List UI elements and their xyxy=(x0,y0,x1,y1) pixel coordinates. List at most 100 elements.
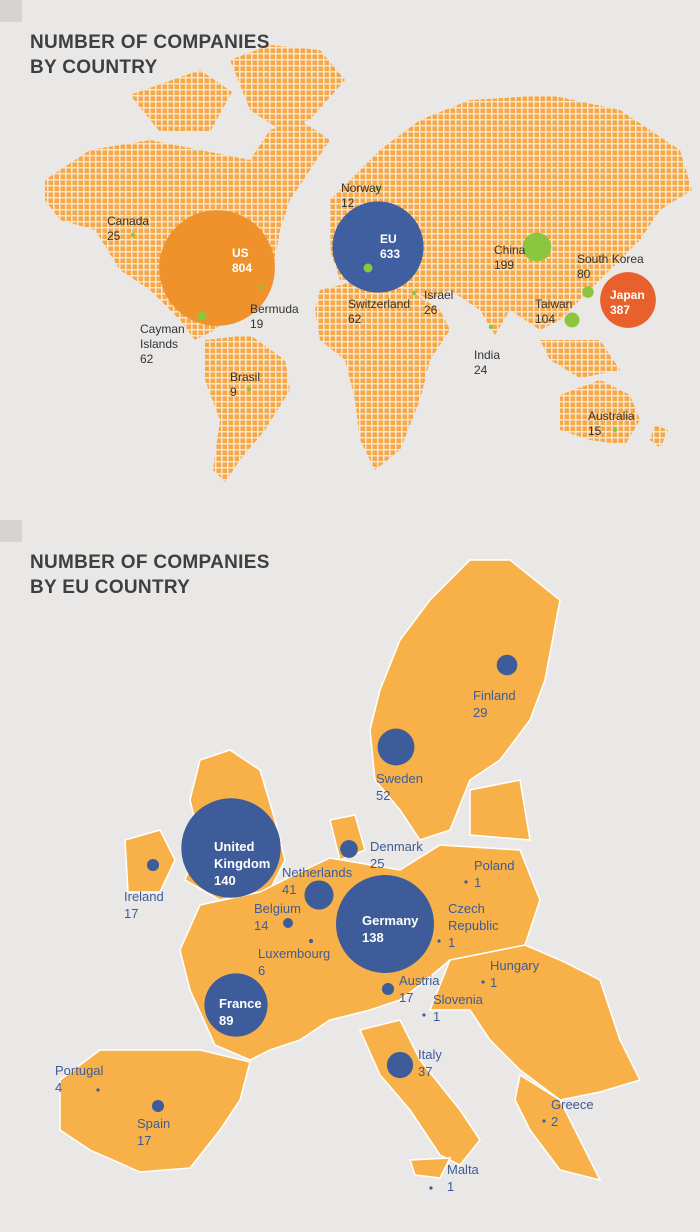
point-name: Ireland xyxy=(124,889,164,904)
point-name: Poland xyxy=(474,858,515,873)
point-name: Norway xyxy=(341,181,382,195)
point-name: Germany xyxy=(362,913,419,928)
point-value: 25 xyxy=(370,856,385,871)
point-label: EU 633 xyxy=(380,232,400,262)
point-value: 17 xyxy=(399,990,414,1005)
point-value: 25 xyxy=(107,229,121,243)
point-value: 17 xyxy=(137,1133,152,1148)
point-value: 1 xyxy=(490,975,498,990)
point-name: Japan xyxy=(610,288,645,302)
point-label: Spain 17 xyxy=(137,1115,170,1149)
bubble xyxy=(496,654,518,676)
point-value: 1 xyxy=(447,1179,455,1194)
point-name: South Korea xyxy=(577,252,644,266)
point-value: 15 xyxy=(588,424,602,438)
point-value: 199 xyxy=(494,258,515,272)
point-value: 138 xyxy=(362,930,384,945)
bubble xyxy=(340,840,358,858)
point-name: Brasil xyxy=(230,370,261,384)
point-value: 14 xyxy=(254,918,269,933)
point-name: Cayman Islands xyxy=(140,322,185,351)
point-label: South Korea 80 xyxy=(577,252,644,282)
point-name: Taiwan xyxy=(535,297,573,311)
point-value: 6 xyxy=(258,963,266,978)
point-name: Netherlands xyxy=(282,865,353,880)
point-name: Switzerland xyxy=(348,297,411,311)
point-name: Luxembourg xyxy=(258,946,331,961)
point-label: Greece 2 xyxy=(551,1096,594,1130)
point-name: Hungary xyxy=(490,958,540,973)
point-value: 29 xyxy=(473,705,488,720)
point-name: Czech Republic xyxy=(448,901,499,933)
point-label: Malta 1 xyxy=(447,1161,479,1195)
bubble xyxy=(363,263,373,273)
title-line: NUMBER OF COMPANIES xyxy=(30,32,270,53)
point-label: Ireland 17 xyxy=(124,888,164,922)
corner-mark xyxy=(0,0,22,22)
point-name: Denmark xyxy=(370,839,423,854)
point-label: Germany 138 xyxy=(362,912,418,946)
point-label: Portugal 4 xyxy=(55,1062,103,1096)
point-label: Taiwan 104 xyxy=(535,297,572,327)
bubble xyxy=(522,232,552,262)
point-value: 633 xyxy=(380,247,401,261)
bubble xyxy=(437,939,441,943)
point-name: United Kingdom xyxy=(214,839,271,871)
bubble xyxy=(146,858,160,872)
point-label: Denmark 25 xyxy=(370,838,423,872)
bubble xyxy=(96,1088,100,1092)
bubble xyxy=(304,880,334,910)
title-line: NUMBER OF COMPANIES xyxy=(30,552,270,573)
point-name: Austria xyxy=(399,973,440,988)
point-name: Greece xyxy=(551,1097,594,1112)
point-value: 41 xyxy=(282,882,297,897)
bubble xyxy=(582,286,594,298)
point-name: Bermuda xyxy=(250,302,299,316)
point-name: Finland xyxy=(473,688,516,703)
point-label: Poland 1 xyxy=(474,857,514,891)
point-name: France xyxy=(219,996,262,1011)
point-name: Portugal xyxy=(55,1063,104,1078)
bubble xyxy=(564,312,580,328)
point-label: Czech Republic 1 xyxy=(448,900,508,951)
bubble xyxy=(429,1186,433,1190)
point-label: Finland 29 xyxy=(473,687,516,721)
point-label: Canada 25 xyxy=(107,214,149,244)
point-value: 19 xyxy=(250,317,264,331)
bubble xyxy=(381,982,395,996)
point-label: Netherlands 41 xyxy=(282,864,352,898)
point-label: Norway 12 xyxy=(341,181,382,211)
point-label: Switzerland 62 xyxy=(348,297,410,327)
point-label: France 89 xyxy=(219,995,262,1029)
point-label: Luxembourg 6 xyxy=(258,945,330,979)
point-value: 80 xyxy=(577,267,591,281)
point-label: Israel 26 xyxy=(424,288,453,318)
world-title: NUMBER OF COMPANIES BY COUNTRY xyxy=(30,30,270,80)
bubble xyxy=(259,284,265,290)
point-label: Brasil 9 xyxy=(230,370,260,400)
point-label: Belgium 14 xyxy=(254,900,301,934)
point-value: 52 xyxy=(376,788,391,803)
bubble xyxy=(542,1119,546,1123)
point-name: Malta xyxy=(447,1162,479,1177)
title-line: BY COUNTRY xyxy=(30,57,158,78)
point-name: Italy xyxy=(418,1047,442,1062)
bubble xyxy=(181,798,281,898)
point-value: 1 xyxy=(474,875,482,890)
bubble xyxy=(130,232,136,238)
point-label: Japan 387 xyxy=(610,288,645,318)
point-name: Australia xyxy=(588,409,635,423)
point-label: Italy 37 xyxy=(418,1046,442,1080)
point-name: Canada xyxy=(107,214,150,228)
point-value: 4 xyxy=(55,1080,63,1095)
point-value: 804 xyxy=(232,261,253,275)
point-name: Slovenia xyxy=(433,992,483,1007)
point-label: United Kingdom 140 xyxy=(214,838,284,889)
title-line: BY EU COUNTRY xyxy=(30,577,191,598)
bubble xyxy=(612,427,618,433)
europe-land xyxy=(59,559,642,1182)
corner-mark xyxy=(0,520,22,542)
point-value: 140 xyxy=(214,873,236,888)
point-name: Israel xyxy=(424,288,454,302)
